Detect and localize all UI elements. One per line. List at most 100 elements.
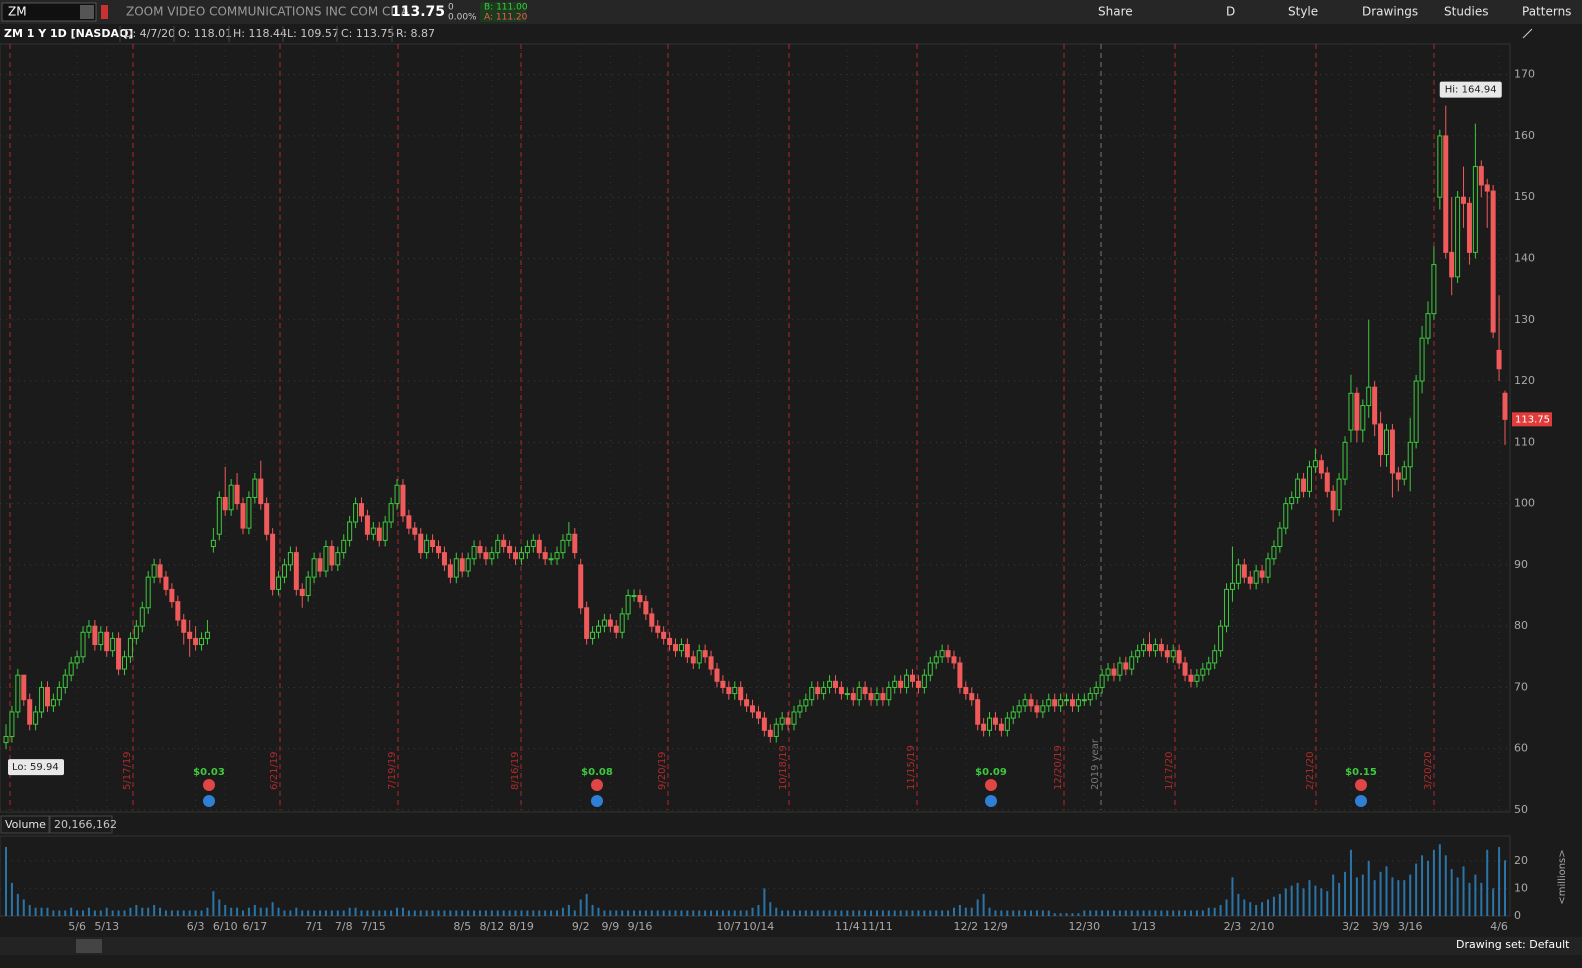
earnings-icon[interactable] [203, 779, 215, 791]
candle-body [1164, 650, 1170, 658]
candle-body [1176, 650, 1182, 664]
candle-body [957, 662, 963, 688]
candle-body [394, 484, 400, 505]
candle-body [1472, 166, 1478, 253]
info-icon[interactable] [203, 795, 215, 807]
candle-body [228, 484, 234, 511]
y-tick-label: 150 [1514, 190, 1535, 203]
toolbar-button[interactable]: D [1226, 5, 1235, 19]
volume-bar [307, 910, 310, 916]
candle-body [187, 631, 193, 639]
info-icon[interactable] [985, 795, 997, 807]
x-tick-label: 6/3 [187, 920, 205, 933]
candle-body [1401, 466, 1407, 480]
volume-bar [674, 910, 677, 916]
volume-bar [478, 910, 481, 916]
candle-body [258, 478, 264, 505]
volume-bar [810, 910, 813, 916]
volume-bar [1355, 877, 1358, 916]
candle-body [1437, 135, 1443, 198]
drawing-set[interactable]: Drawing set: Default [1456, 938, 1570, 951]
candle-body [981, 723, 987, 731]
candle-body [447, 564, 453, 578]
volume-bar [1065, 913, 1068, 916]
candle-body [1235, 564, 1241, 584]
volume-bar [271, 902, 274, 916]
expiration-label: 2019 year [1090, 738, 1101, 790]
candle-body [998, 723, 1004, 731]
earnings-icon[interactable] [1355, 779, 1367, 791]
volume-bar [1486, 849, 1489, 916]
volume-bar [733, 910, 736, 916]
volume-bar [627, 910, 630, 916]
candle-body [388, 503, 394, 523]
expiration-label: 11/15/19 [906, 745, 917, 790]
candle-body [1010, 711, 1016, 719]
symbol[interactable]: ZM [8, 5, 27, 19]
symbol-box[interactable] [1, 2, 97, 22]
link-flag[interactable] [101, 5, 108, 19]
info-row [0, 24, 1510, 43]
candle-body [1081, 699, 1087, 702]
toolbar-button[interactable]: Style [1288, 5, 1318, 19]
volume-bar [1498, 847, 1501, 916]
volume-bar [710, 910, 713, 916]
candle-body [868, 693, 874, 701]
candle-body [1342, 441, 1348, 480]
candle-body [216, 496, 222, 535]
x-tick-label: 7/15 [361, 920, 386, 933]
candle-body [661, 631, 667, 639]
candle-body [714, 668, 720, 682]
toolbar-button[interactable]: Patterns [1522, 5, 1571, 19]
candle-body [690, 656, 696, 664]
volume-bar [313, 910, 316, 916]
volume-bar [526, 910, 529, 916]
candle-body [382, 521, 388, 541]
event-label: $0.08 [581, 767, 613, 778]
x-tick-label: 8/19 [509, 920, 534, 933]
x-tick-label: 12/30 [1068, 920, 1100, 933]
toolbar-button[interactable]: Drawings [1362, 5, 1418, 19]
y-tick-label: 140 [1514, 251, 1535, 264]
volume-bar [881, 910, 884, 916]
collapse-button[interactable] [76, 939, 102, 953]
x-tick-label: 9/16 [628, 920, 653, 933]
candle-body [358, 503, 364, 517]
volume-bar [1130, 910, 1133, 916]
expiration-label: 8/16/19 [510, 751, 521, 790]
volume-bar [401, 907, 404, 916]
volume-bar [923, 910, 926, 916]
volume-bar [1089, 910, 1092, 916]
x-tick-label: 12/2 [953, 920, 978, 933]
symbol-dropdown[interactable] [80, 5, 94, 19]
volume-bar [82, 910, 85, 916]
draw-icon[interactable] [1522, 28, 1533, 39]
candle-body [856, 686, 862, 701]
candle-body [246, 496, 252, 529]
volume-bar [573, 910, 576, 916]
candle-body [1360, 405, 1366, 431]
volume-bar [864, 910, 867, 916]
volume-bar [1438, 844, 1441, 916]
volume-bar [840, 910, 843, 916]
volume-bar [1409, 874, 1412, 916]
candle-body [62, 674, 68, 688]
candle-body [181, 619, 187, 633]
candle-body [39, 686, 45, 713]
change-pct: 0.00% [448, 13, 477, 23]
y-tick-label: 110 [1514, 435, 1535, 448]
info-icon[interactable] [591, 795, 603, 807]
volume-bar [443, 910, 446, 916]
toolbar-button[interactable]: Studies [1444, 5, 1489, 19]
volume-bar [437, 910, 440, 916]
candle-body [1105, 668, 1111, 676]
earnings-icon[interactable] [591, 779, 603, 791]
volume-bar [787, 910, 790, 916]
candle-body [1372, 386, 1378, 425]
volume-bar [1184, 910, 1187, 916]
volume-bar [1030, 910, 1033, 916]
toolbar-button[interactable]: Share [1098, 5, 1133, 19]
candle-body [738, 686, 744, 701]
earnings-icon[interactable] [985, 779, 997, 791]
info-icon[interactable] [1355, 795, 1367, 807]
